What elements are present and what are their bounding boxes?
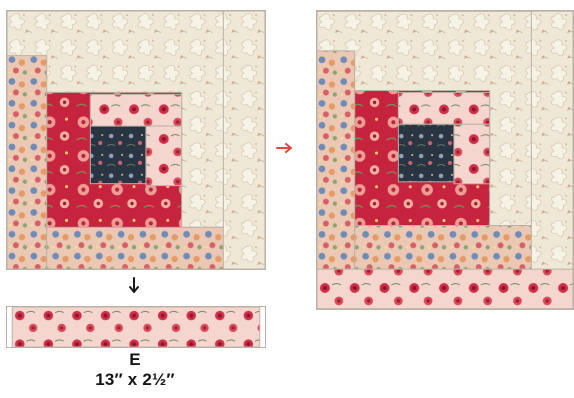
piece-size-label: 13″ x 2½″ — [95, 370, 175, 389]
fabric-strip-e — [6, 306, 266, 348]
piece-label: E — [129, 350, 141, 369]
arrow-down-icon — [129, 277, 139, 293]
quilt-block-current — [6, 10, 266, 270]
quilt-block-updated-art — [317, 11, 573, 309]
fabric-strip-e-art — [11, 307, 261, 347]
arrow-right-icon — [276, 143, 292, 153]
quilt-block-current-art — [7, 11, 265, 269]
quilt-block-updated — [316, 10, 574, 310]
